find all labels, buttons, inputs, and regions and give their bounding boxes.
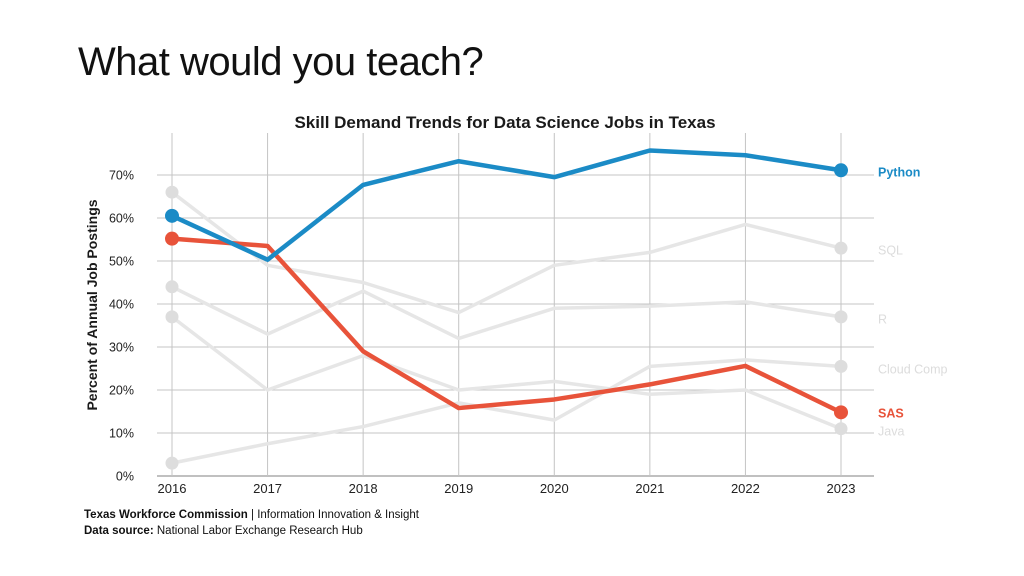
x-tick-label: 2016	[158, 481, 187, 496]
series-end-point-sas	[834, 405, 848, 420]
y-tick-label: 20%	[109, 384, 134, 398]
series-label-java: Java	[878, 425, 904, 439]
series-label-r: R	[878, 313, 887, 327]
y-tick-label: 50%	[109, 255, 134, 269]
x-tick-label: 2022	[731, 481, 760, 496]
series-end-point-cloud-comp	[834, 422, 848, 436]
series-start-point-java	[165, 456, 179, 470]
series-line-java	[170, 358, 843, 465]
y-tick-label: 70%	[109, 169, 134, 183]
series-end-point-python	[834, 163, 848, 178]
series-line-r	[170, 285, 843, 341]
x-tick-label: 2020	[540, 481, 569, 496]
y-tick-label: 10%	[109, 427, 134, 441]
series-line-python	[169, 148, 844, 262]
series-end-point-r	[834, 310, 848, 324]
footer-source-label: Data source:	[84, 525, 154, 537]
series-line-sas	[169, 236, 844, 415]
footer-org: Texas Workforce Commission	[84, 509, 248, 521]
y-tick-label: 30%	[109, 341, 134, 355]
y-axis-label: Percent of Annual Job Postings	[84, 199, 100, 410]
y-tick-label: 60%	[109, 212, 134, 226]
series-end-point-java	[834, 359, 848, 373]
x-tick-label: 2023	[827, 481, 856, 496]
y-tick-label: 0%	[116, 470, 134, 484]
series-start-point-sql	[165, 185, 179, 199]
series-end-point-sql	[834, 241, 848, 255]
x-tick-label: 2019	[444, 481, 473, 496]
footer-source-value: National Labor Exchange Research Hub	[153, 525, 363, 537]
series-start-point-python	[165, 208, 179, 223]
footer-attribution: Texas Workforce Commission | Information…	[84, 509, 419, 521]
series-line-cloud-comp	[170, 315, 843, 431]
footer-data-source: Data source: National Labor Exchange Res…	[84, 525, 363, 537]
series-start-point-r	[165, 280, 179, 294]
chart-title: Skill Demand Trends for Data Science Job…	[294, 113, 716, 132]
series-label-python: Python	[878, 166, 920, 180]
series-label-cloud-comp: Cloud Comp	[878, 363, 948, 377]
x-tick-label: 2018	[349, 481, 378, 496]
series-label-sql: SQL	[878, 244, 903, 258]
series-line-sql	[170, 190, 843, 315]
series-start-point-cloud-comp	[165, 310, 179, 324]
x-tick-label: 2017	[253, 481, 282, 496]
slide-title: What would you teach?	[78, 40, 484, 84]
footer-org-detail: | Information Innovation & Insight	[247, 509, 419, 521]
x-tick-label: 2021	[635, 481, 664, 496]
series-start-point-sas	[165, 231, 179, 246]
series-label-sas: SAS	[878, 407, 904, 421]
y-tick-label: 40%	[109, 298, 134, 312]
